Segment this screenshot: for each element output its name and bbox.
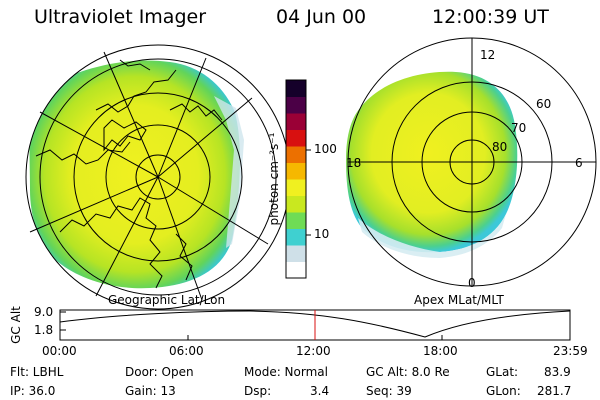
aurora-image-geographic bbox=[29, 60, 240, 289]
colorbar bbox=[285, 79, 311, 279]
colorbar-step bbox=[286, 146, 306, 163]
altitude-plot bbox=[59, 309, 571, 341]
apex-caption: Apex MLat/MLT bbox=[414, 293, 504, 307]
altitude-curve bbox=[59, 310, 571, 338]
info-dsp-label: Dsp: bbox=[244, 384, 272, 398]
info-glat-value: 83.9 bbox=[544, 365, 571, 379]
info-glon-label: GLon: bbox=[486, 384, 521, 398]
info-door: Door: Open bbox=[125, 365, 194, 379]
info-gcalt: GC Alt: 8.0 Re bbox=[366, 365, 450, 379]
mlt-label-0: 0 bbox=[468, 276, 476, 290]
colorbar-step bbox=[286, 212, 306, 229]
colorbar-unit-label: photon cm⁻²s⁻¹ bbox=[267, 132, 281, 226]
info-flt: Flt: LBHL bbox=[10, 365, 64, 379]
altitude-xtick-0600: 06:00 bbox=[169, 344, 204, 358]
info-mode: Mode: Normal bbox=[244, 365, 328, 379]
colorbar-step bbox=[286, 261, 306, 279]
colorbar-step bbox=[286, 113, 306, 130]
colorbar-step bbox=[286, 195, 306, 213]
altitude-ytick-1-8: 1.8 bbox=[34, 323, 54, 337]
date-readout: 04 Jun 00 bbox=[276, 6, 367, 28]
altitude-xtick-0000: 00:00 bbox=[42, 344, 77, 358]
info-gain: Gain: 13 bbox=[125, 384, 176, 398]
lat-label-80: 80 bbox=[492, 140, 508, 154]
colorbar-step bbox=[286, 80, 306, 97]
colorbar-step bbox=[286, 162, 306, 180]
lat-label-60: 60 bbox=[536, 97, 552, 111]
colorbar-tick-10: 10 bbox=[314, 227, 330, 241]
altitude-ytick-9: 9.0 bbox=[34, 305, 54, 319]
colorbar-step bbox=[286, 96, 306, 114]
colorbar-tick-100: 100 bbox=[314, 142, 337, 156]
colorbar-step bbox=[286, 245, 306, 262]
colorbar-step bbox=[286, 179, 306, 196]
info-dsp-value: 3.4 bbox=[310, 384, 330, 398]
altitude-xtick-1200: 12:00 bbox=[296, 344, 331, 358]
altitude-ylabel: GC Alt bbox=[8, 306, 23, 344]
mlt-label-12: 12 bbox=[480, 48, 496, 62]
geographic-caption: Geographic Lat/Lon bbox=[108, 293, 226, 307]
geographic-map bbox=[25, 44, 291, 310]
info-ip: IP: 36.0 bbox=[10, 384, 56, 398]
altitude-xtick-2359: 23:59 bbox=[553, 344, 588, 358]
mlt-label-6: 6 bbox=[575, 156, 583, 170]
colorbar-step bbox=[286, 228, 306, 246]
lat-label-70: 70 bbox=[511, 121, 527, 135]
mlt-label-18: 18 bbox=[346, 156, 362, 170]
altitude-xtick-1800: 18:00 bbox=[423, 344, 458, 358]
colorbar-step bbox=[286, 129, 306, 147]
info-seq: Seq: 39 bbox=[366, 384, 412, 398]
time-readout: 12:00:39 UT bbox=[432, 6, 549, 28]
app-title: Ultraviolet Imager bbox=[34, 6, 207, 28]
info-glat-label: GLat: bbox=[486, 365, 519, 379]
apex-map bbox=[346, 37, 597, 287]
info-glon-value: 281.7 bbox=[537, 384, 572, 398]
